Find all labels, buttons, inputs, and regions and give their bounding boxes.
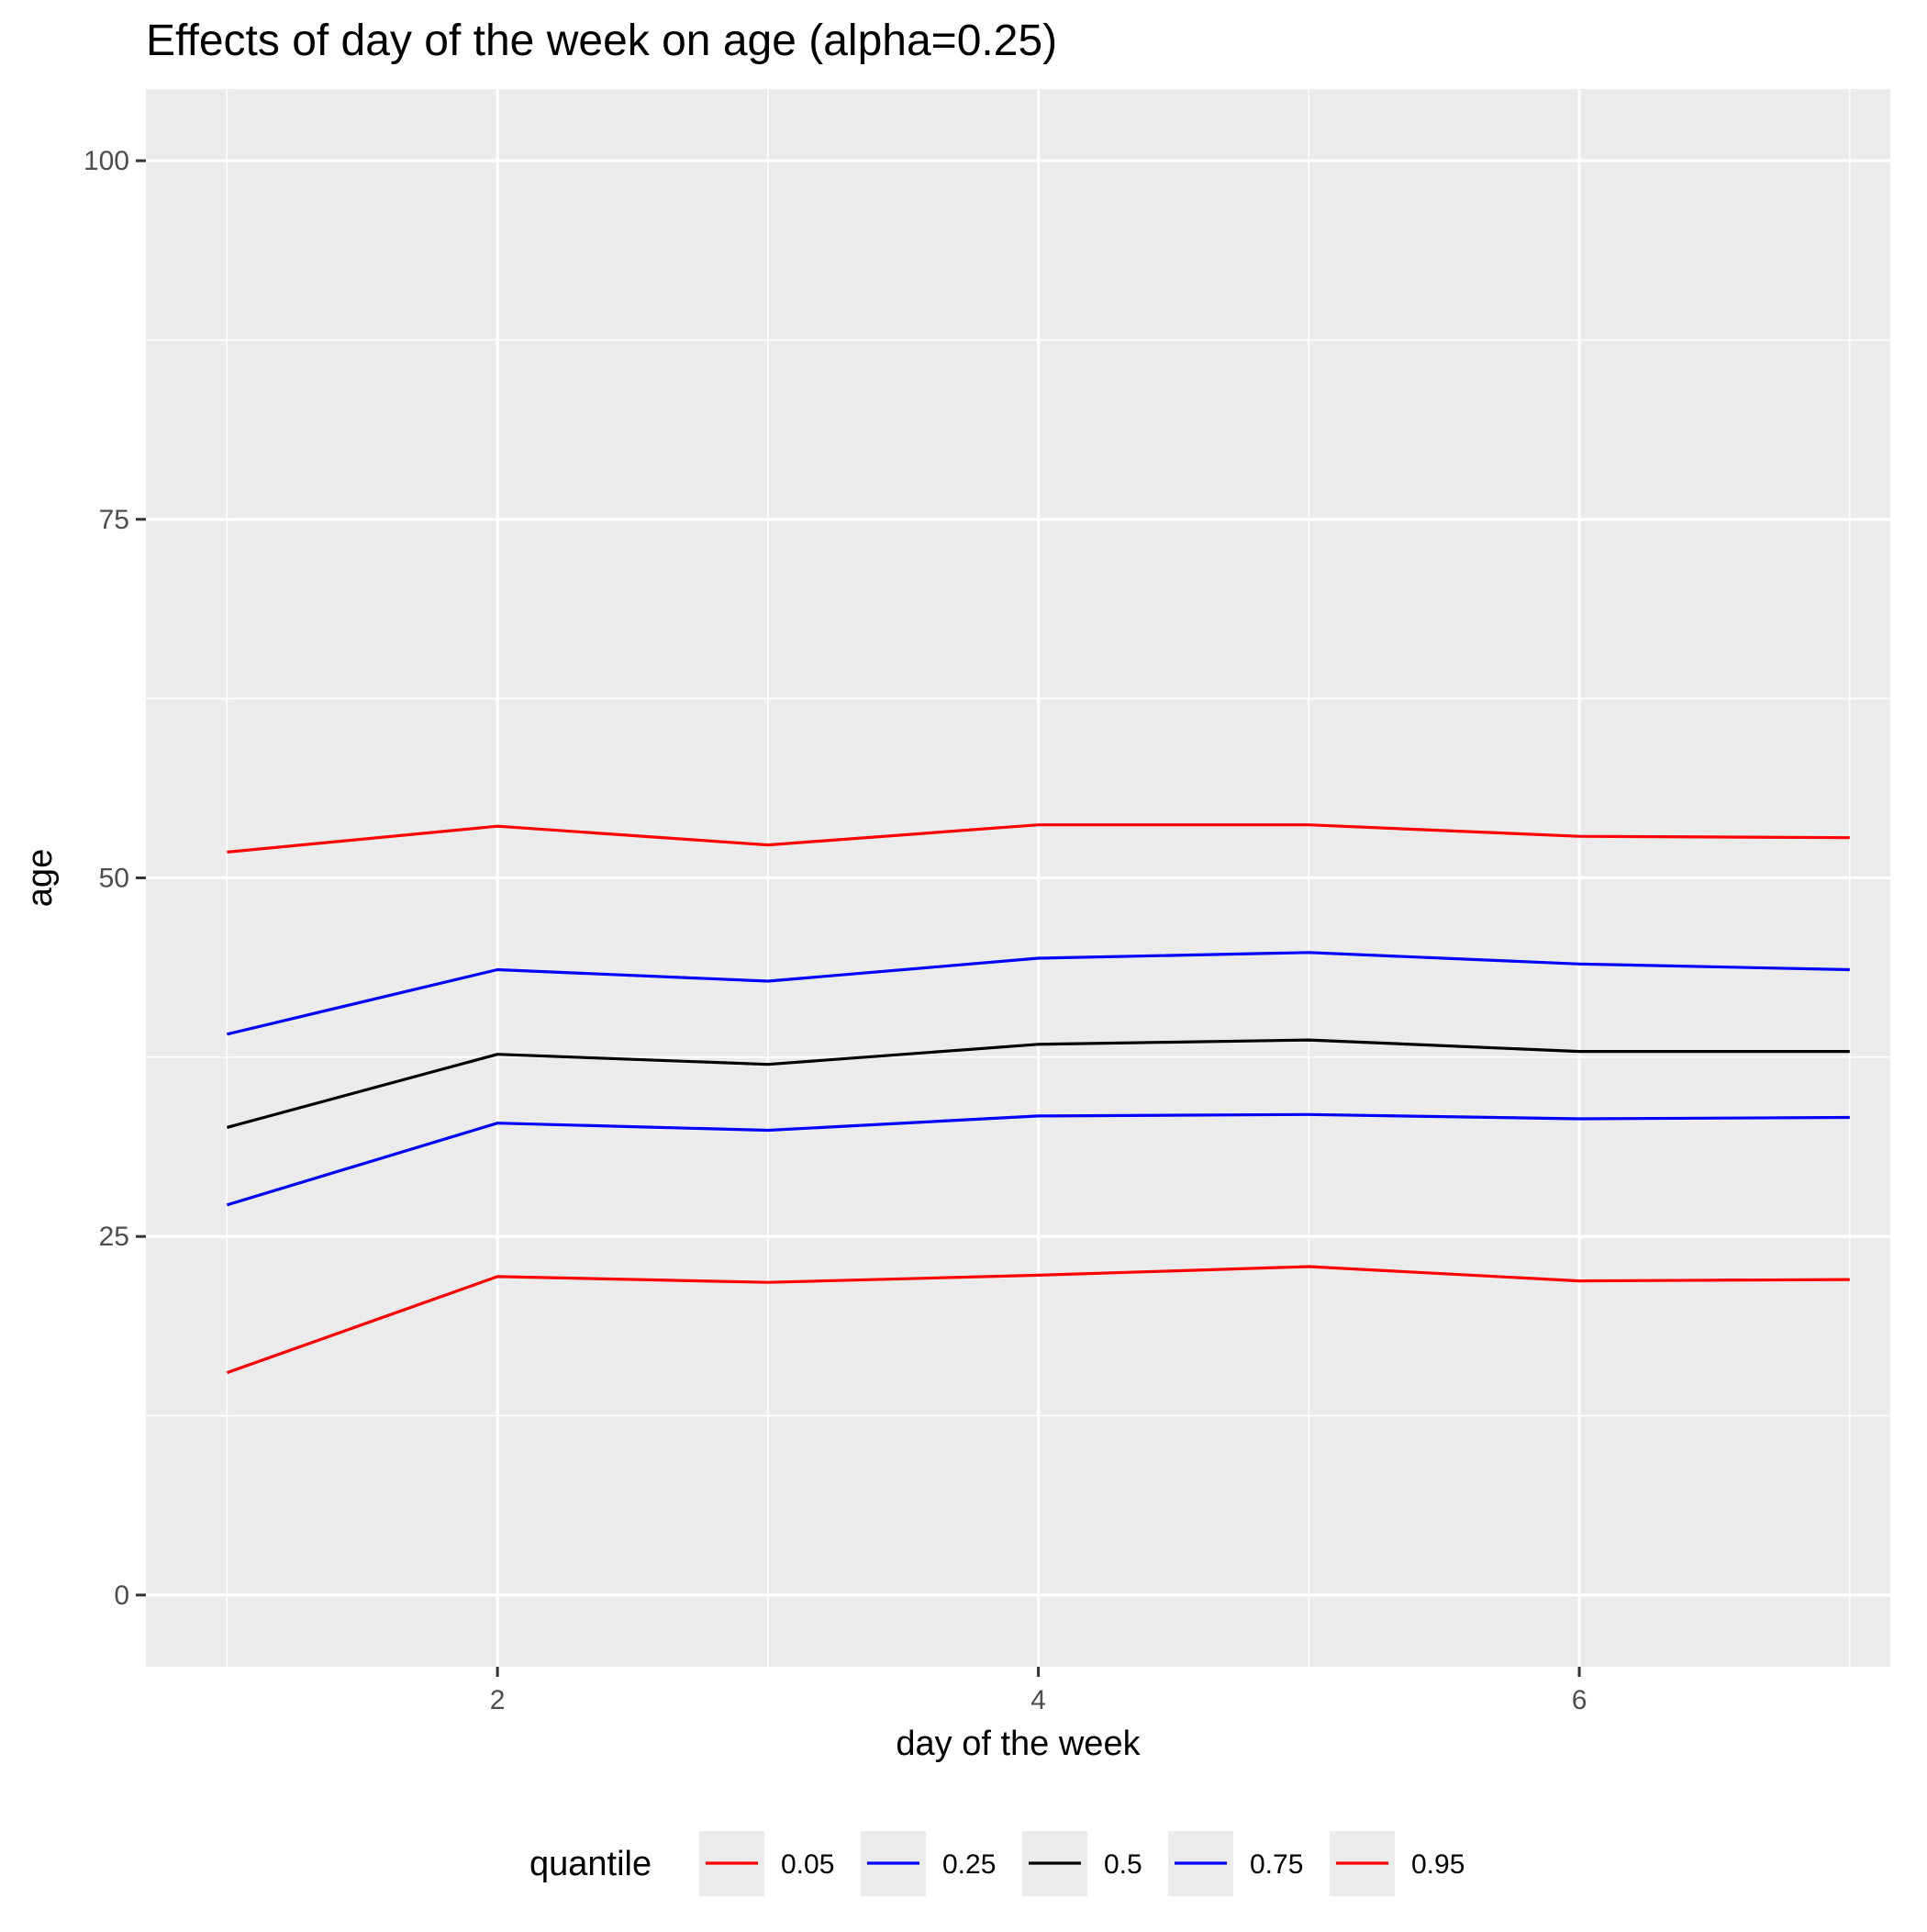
series-line-0.05	[226, 1265, 1850, 1375]
x-axis-title: day of the week	[896, 1725, 1141, 1763]
grid-layer	[146, 89, 1890, 1667]
y-tick-label: 100	[84, 146, 129, 176]
series-line-0.25	[226, 1112, 1850, 1207]
series-line-0.75	[227, 951, 1850, 1036]
legend-label-0.25: 0.25	[942, 1849, 996, 1880]
y-tick-label: 0	[114, 1580, 129, 1611]
x-tick-label: 4	[1030, 1685, 1046, 1715]
legend-label-0.95: 0.95	[1411, 1849, 1465, 1880]
series-layer	[226, 823, 1850, 1375]
y-tick-label: 50	[99, 864, 129, 894]
legend-label-0.05: 0.05	[781, 1849, 834, 1880]
legend-label-0.5: 0.5	[1104, 1849, 1142, 1880]
x-tick-label: 6	[1572, 1685, 1587, 1715]
chart-title: Effects of day of the week on age (alpha…	[146, 17, 1057, 65]
legend-label-0.75: 0.75	[1250, 1849, 1303, 1880]
y-tick-label: 75	[99, 505, 129, 535]
legend-title: quantile	[529, 1845, 652, 1883]
series-line-0.5	[226, 1038, 1850, 1129]
series-line-0.95	[227, 823, 1850, 854]
axis-layer: 0 25 50 75 100 2 4 6	[84, 146, 1587, 1715]
y-axis-title: age	[21, 849, 60, 907]
y-tick-label: 25	[99, 1222, 129, 1252]
x-tick-label: 2	[490, 1685, 506, 1715]
legend: quantile 0.05 0.25 0.5 0.75 0.95	[529, 1831, 1465, 1896]
